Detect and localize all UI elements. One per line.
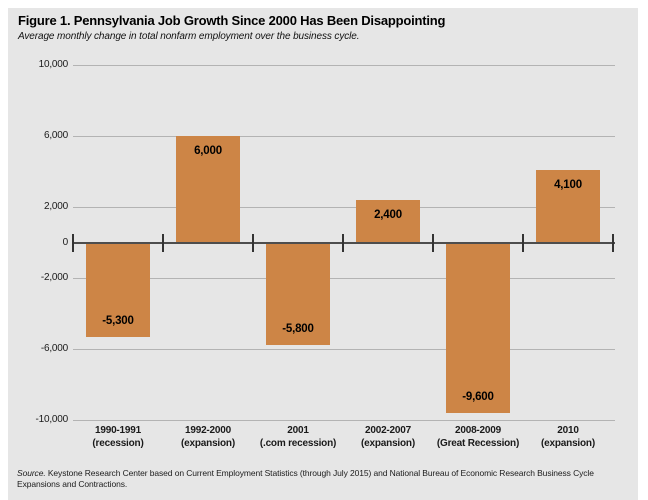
category-period: 1992-2000 xyxy=(184,425,232,436)
bar-value-label: -9,600 xyxy=(462,390,494,403)
category-period: 2002-2007 xyxy=(364,425,412,436)
x-axis-tick xyxy=(342,233,344,252)
category-phase: (expansion) xyxy=(361,437,415,449)
source-note: Source. Keystone Research Center based o… xyxy=(17,468,637,490)
y-axis-tick-label: 2,000 xyxy=(43,201,68,212)
chart-subtitle: Average monthly change in total nonfarm … xyxy=(18,31,360,42)
x-axis-category-label: 2001 (.com recession) xyxy=(253,425,343,450)
category-phase: (expansion) xyxy=(541,437,595,449)
source-label: Source. xyxy=(17,468,46,478)
y-axis-tick-label: -6,000 xyxy=(40,343,68,354)
bar-1990-1991 xyxy=(86,242,150,337)
zero-axis-line xyxy=(73,241,615,244)
gridline xyxy=(73,206,615,208)
x-axis-tick xyxy=(522,233,524,252)
bar-2001 xyxy=(266,242,330,346)
gridline xyxy=(73,135,615,137)
bar-value-label: 6,000 xyxy=(194,145,222,157)
x-axis-category-label: 2008-2009 (Great Recession) xyxy=(433,425,523,450)
category-phase: (expansion) xyxy=(181,437,235,449)
bar-value-label: -5,300 xyxy=(102,314,134,327)
x-axis-tick xyxy=(432,233,434,252)
gridline xyxy=(73,64,615,66)
y-axis-tick-label: 0 xyxy=(62,236,69,248)
x-axis-category-label: 2010 (expansion) xyxy=(523,425,613,450)
category-phase: (.com recession) xyxy=(259,437,337,449)
bar-value-label: -5,800 xyxy=(282,323,314,336)
y-axis-tick-label: 10,000 xyxy=(38,59,69,70)
gridline xyxy=(73,348,615,350)
category-period: 1990-1991 xyxy=(94,425,142,436)
bar-1992-2000 xyxy=(176,136,240,243)
x-axis-category-label: 1992-2000 (expansion) xyxy=(163,425,253,450)
x-axis-category-label: 1990-1991 (recession) xyxy=(73,425,163,450)
source-text: Keystone Research Center based on Curren… xyxy=(17,468,594,489)
chart-title: Figure 1. Pennsylvania Job Growth Since … xyxy=(18,13,446,28)
y-axis-tick-label: 6,000 xyxy=(43,130,68,141)
x-axis-tick xyxy=(162,233,164,252)
category-period: 2010 xyxy=(557,425,579,436)
y-axis-tick-label: -2,000 xyxy=(40,272,68,283)
bar-2010 xyxy=(536,169,600,243)
x-axis-tick xyxy=(252,233,254,252)
x-axis-tick xyxy=(612,233,614,252)
bar-2002-2007 xyxy=(356,199,420,243)
category-period: 2001 xyxy=(287,425,309,436)
bar-value-label: 4,100 xyxy=(554,178,582,191)
x-axis-tick xyxy=(72,233,74,252)
category-phase: (recession) xyxy=(92,437,144,449)
bar-2008-2009 xyxy=(446,242,510,413)
category-period: 2008-2009 xyxy=(454,425,502,436)
gridline xyxy=(73,419,615,421)
bar-value-label: 2,400 xyxy=(374,208,402,221)
gridline xyxy=(73,277,615,279)
category-phase: (Great Recession) xyxy=(436,437,520,449)
y-axis-tick-label: -10,000 xyxy=(35,414,68,425)
x-axis-category-label: 2002-2007 (expansion) xyxy=(343,425,433,450)
